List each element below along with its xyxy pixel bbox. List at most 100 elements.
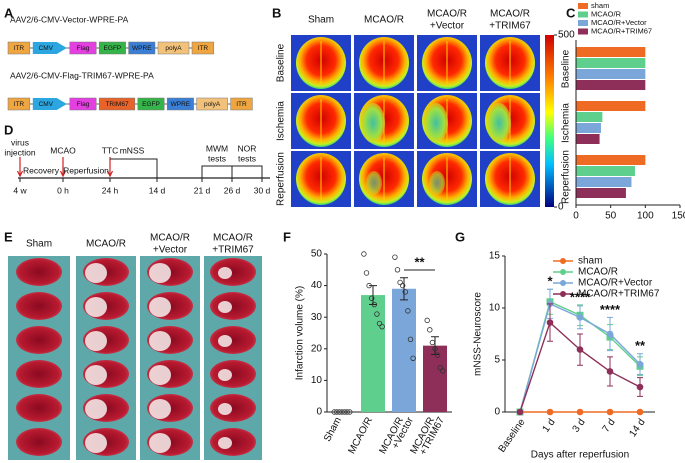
data-point: [576, 408, 584, 416]
brain-slice: [16, 292, 62, 320]
infarct: [149, 433, 171, 453]
vector-element: [128, 41, 156, 55]
element-label: CMV: [39, 45, 54, 52]
vector-element: [69, 97, 97, 111]
data-point: [334, 409, 340, 415]
data-point: [636, 408, 644, 416]
panel-label: A: [4, 5, 14, 20]
event-arrow: [16, 157, 24, 178]
bar: [576, 134, 600, 144]
data-point: [344, 409, 350, 415]
x-axis-title: Days after reperfusion: [531, 450, 629, 461]
brain-slice: [16, 360, 62, 388]
ttc-image: [140, 256, 200, 460]
column-title: Sham: [308, 15, 334, 26]
row-title: Baseline: [276, 43, 287, 82]
timeline-event: tests: [208, 153, 226, 163]
data-point: [341, 409, 348, 415]
y-tick-label: 50: [311, 249, 323, 260]
data-point: [516, 408, 524, 416]
infarct: [85, 297, 107, 317]
vector-element: [191, 41, 215, 55]
vector-element: [7, 41, 31, 55]
bar: [576, 47, 646, 57]
legend-label: MCAO/R+Vector: [578, 278, 653, 289]
element-label: TRIM67: [105, 101, 129, 108]
x-tick-label: 14 d: [627, 417, 647, 439]
significance: ****: [570, 289, 591, 304]
y-tick-label: 0: [316, 407, 322, 418]
data-point: [405, 308, 411, 314]
bar: [576, 177, 632, 187]
data-point: [576, 346, 584, 353]
timeline-event: MWM: [206, 143, 228, 153]
panel-label: E: [4, 229, 13, 244]
data-point: [424, 317, 430, 324]
infarct: [85, 399, 107, 419]
significance: ****: [600, 302, 621, 317]
data-point: [440, 368, 446, 374]
significance: **: [414, 254, 425, 269]
infarct: [218, 369, 232, 381]
infarct: [218, 437, 232, 449]
x-tick-label: 7 d: [601, 417, 618, 435]
element-label: WPRE: [132, 45, 152, 52]
data-point: [402, 289, 408, 295]
promoter-arrow: [32, 42, 67, 54]
timeline-event: virus: [11, 137, 29, 147]
data-point: [432, 346, 438, 352]
bar: [361, 295, 385, 412]
legend-label: MCAO/R+Vector: [591, 18, 647, 27]
y-tick-label: 20: [311, 343, 323, 354]
data-point: [606, 368, 614, 375]
infarct: [218, 335, 232, 347]
y-tick-label: 40: [311, 280, 323, 291]
column-title: +TRIM67: [212, 245, 254, 256]
promoter-arrow: [32, 98, 67, 110]
legend-marker: [560, 291, 566, 297]
data-point: [410, 355, 416, 361]
data-point: [376, 320, 383, 327]
ischemic-area: [429, 171, 445, 195]
x-tick-label: 50: [605, 211, 617, 222]
y-tick-label: Reperfusion: [561, 150, 572, 204]
data-point: [347, 409, 353, 415]
timeline-tick-label: 14 d: [149, 185, 166, 195]
brain-slice: [210, 292, 256, 320]
element-label: EGFP: [104, 45, 122, 52]
vector-element: [137, 97, 165, 111]
legend-swatch: [578, 28, 588, 35]
y-tick-label: 0: [494, 407, 500, 418]
column-title: +Vector: [153, 245, 188, 256]
infarct: [149, 331, 171, 351]
column-title: MCAO/R: [86, 239, 126, 250]
infarct: [218, 403, 232, 415]
data-point: [331, 409, 337, 415]
element-label: ITR: [236, 101, 247, 108]
colorbar: [545, 35, 554, 207]
x-tick-label: 1 d: [541, 417, 558, 435]
infarct: [149, 297, 171, 317]
ttc-image: [8, 256, 70, 460]
legend-swatch: [578, 20, 588, 26]
colorbar-label: 0: [558, 202, 564, 213]
vector-name: AAV2/6-CMV-Vector-WPRE-PA: [10, 14, 129, 24]
bar: [576, 112, 603, 122]
timeline-event: injection: [4, 147, 35, 157]
timeline-tick-label: 24 h: [102, 185, 119, 195]
timeline-tick-label: 26 d: [224, 185, 241, 195]
y-tick-label: Ischemia: [561, 103, 572, 143]
data-point: [363, 270, 370, 276]
brain-slice: [210, 360, 256, 388]
legend-label: MCAO/R+TRIM67: [591, 26, 652, 35]
vector-element: [98, 41, 126, 55]
y-tick-label: 10: [489, 303, 501, 314]
row-title: Ischemia: [276, 101, 287, 141]
column-title: +Vector: [430, 21, 465, 32]
data-point: [397, 279, 403, 286]
timeline-event: TTC: [102, 145, 119, 155]
infarct: [218, 267, 232, 279]
error-bar: [400, 277, 408, 301]
bar: [576, 69, 646, 79]
vector-element: [166, 97, 194, 111]
